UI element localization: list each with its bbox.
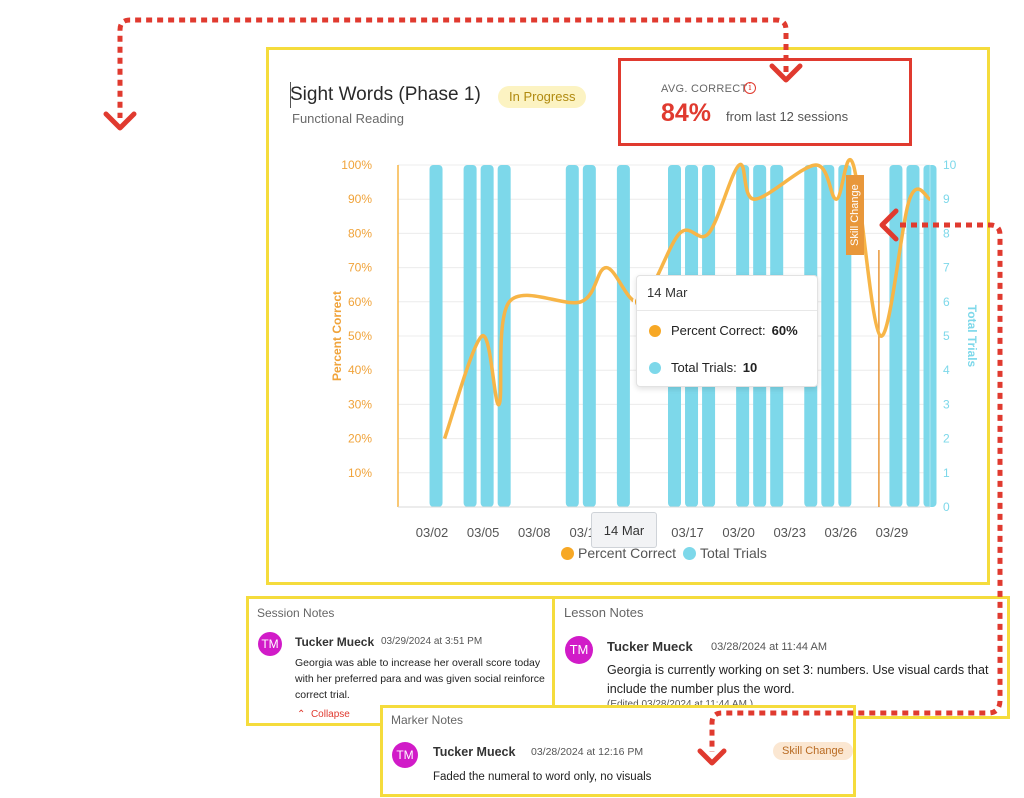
y-left-axis-title: Percent Correct [330, 291, 344, 381]
lesson-notes-panel: Lesson Notes TM Tucker Mueck 03/28/2024 … [552, 596, 1010, 719]
y-left-tick-label: 30% [348, 397, 372, 411]
trial-bar[interactable] [821, 165, 835, 507]
session-notes-title: Session Notes [257, 606, 335, 620]
x-tick-label: 03/17 [671, 525, 704, 540]
avatar: TM [258, 632, 282, 656]
tooltip-date: 14 Mar [647, 285, 688, 300]
y-right-tick-label: 10 [943, 158, 957, 172]
note-line: correct trial. [295, 689, 350, 701]
lesson-notes-title: Lesson Notes [564, 605, 644, 620]
trial-bar[interactable] [463, 165, 477, 507]
tooltip-percent-row: Percent Correct: 60% [649, 323, 798, 338]
y-left-tick-label: 70% [348, 261, 372, 275]
y-left-tick-label: 80% [348, 226, 372, 240]
note-line: with her preferred para and was given so… [295, 673, 545, 685]
tooltip-divider [637, 310, 817, 311]
y-right-tick-label: 5 [943, 329, 950, 343]
y-left-tick-label: 10% [348, 466, 372, 480]
y-right-tick-label: 6 [943, 295, 950, 309]
trial-bar[interactable] [429, 165, 443, 507]
collapse-button[interactable]: ⌃ Collapse [297, 709, 350, 720]
trial-bar[interactable] [889, 165, 903, 507]
y-right-tick-label: 0 [943, 500, 950, 514]
trial-bar[interactable] [616, 165, 630, 507]
note-line: Georgia is currently working on set 3: n… [607, 663, 989, 677]
x-tick-label: 03/02 [416, 525, 449, 540]
note-body: Georgia was able to increase her overall… [295, 655, 545, 703]
info-circle-icon[interactable]: i [744, 82, 756, 94]
note-line: Georgia was able to increase her overall… [295, 657, 541, 669]
avg-correct-card: AVG. CORRECT i 84% from last 12 sessions [618, 58, 912, 146]
skill-change-badge: Skill Change [773, 742, 853, 760]
y-left-tick-label: 90% [348, 192, 372, 206]
trial-bar[interactable] [565, 165, 579, 507]
status-badge: In Progress [498, 86, 587, 108]
y-right-tick-label: 8 [943, 226, 950, 240]
x-tick-label: 03/26 [825, 525, 858, 540]
x-tick-label: 03/08 [518, 525, 551, 540]
note-author: Tucker Mueck [295, 635, 375, 649]
note-line: include the number plus the word. [607, 682, 795, 696]
chevron-up-icon: ⌃ [297, 709, 306, 720]
x-tick-label: 03/23 [773, 525, 806, 540]
avg-correct-value: 84% [661, 99, 712, 127]
collapse-label: Collapse [310, 709, 350, 720]
trials-dot-icon [649, 362, 661, 374]
trial-bar[interactable] [480, 165, 494, 507]
note-timestamp: 03/28/2024 at 12:16 PM [531, 746, 644, 758]
legend-trials-label: Total Trials [700, 545, 767, 561]
legend-trials-dot-icon [683, 547, 696, 560]
hover-x-label: 14 Mar [591, 512, 657, 548]
y-right-tick-label: 4 [943, 363, 950, 377]
note-author: Tucker Mueck [607, 639, 693, 654]
x-tick-label: 03/20 [722, 525, 755, 540]
percent-dot-icon [649, 325, 661, 337]
y-left-tick-label: 60% [348, 295, 372, 309]
legend-percent-label: Percent Correct [578, 545, 677, 561]
legend-percent-correct[interactable]: Percent Correct [561, 545, 676, 561]
avg-correct-caption: from last 12 sessions [726, 109, 849, 124]
marker-notes-title: Marker Notes [391, 713, 464, 727]
note-author: Tucker Mueck [433, 745, 516, 759]
y-right-tick-label: 9 [943, 192, 950, 206]
y-right-tick-label: 1 [943, 466, 950, 480]
tooltip-trials-value: 10 [742, 360, 758, 375]
legend-total-trials[interactable]: Total Trials [683, 545, 767, 561]
note-body: Georgia is currently working on set 3: n… [607, 661, 988, 699]
page-title: Sight Words (Phase 1) [290, 84, 481, 105]
arrowhead-down-icon [103, 111, 137, 131]
trial-bar[interactable] [497, 165, 511, 507]
skill-change-marker[interactable]: Skill Change [846, 175, 864, 255]
y-right-tick-label: 7 [943, 261, 950, 275]
tooltip-percent-label: Percent Correct: [671, 323, 766, 338]
note-timestamp: 03/29/2024 at 3:51 PM [381, 636, 483, 647]
y-left-tick-label: 100% [341, 158, 372, 172]
page-subtitle: Functional Reading [292, 111, 405, 126]
trial-bar[interactable] [582, 165, 596, 507]
tooltip-trials-label: Total Trials: [671, 360, 737, 375]
x-tick-label: 03/05 [467, 525, 500, 540]
avatar: TM [565, 636, 593, 664]
session-notes-panel: Session Notes TM Tucker Mueck 03/29/2024… [246, 596, 556, 726]
note-edited: (Edited 03/28/2024 at 11:44 AM ) [607, 699, 753, 710]
chart-tooltip: 14 Mar Percent Correct: 60% Total Trials:… [636, 275, 818, 387]
y-right-axis-title: Total Trials [965, 305, 979, 368]
note-body: Faded the numeral to word only, no visua… [433, 771, 652, 783]
avatar: TM [392, 742, 418, 768]
y-left-tick-label: 40% [348, 363, 372, 377]
y-left-tick-label: 20% [348, 432, 372, 446]
marker-notes-panel: Marker Notes TM Tucker Mueck 03/28/2024 … [380, 705, 856, 797]
tooltip-percent-value: 60% [771, 323, 798, 338]
x-tick-label: 03/29 [876, 525, 909, 540]
y-right-tick-label: 2 [943, 432, 950, 446]
y-left-tick-label: 50% [348, 329, 372, 343]
y-right-tick-label: 3 [943, 397, 950, 411]
tooltip-trials-row: Total Trials: 10 [649, 360, 757, 375]
avg-correct-label: AVG. CORRECT [661, 83, 748, 95]
legend-percent-dot-icon [561, 547, 574, 560]
note-timestamp: 03/28/2024 at 11:44 AM [711, 641, 827, 653]
trial-bar[interactable] [906, 165, 920, 507]
